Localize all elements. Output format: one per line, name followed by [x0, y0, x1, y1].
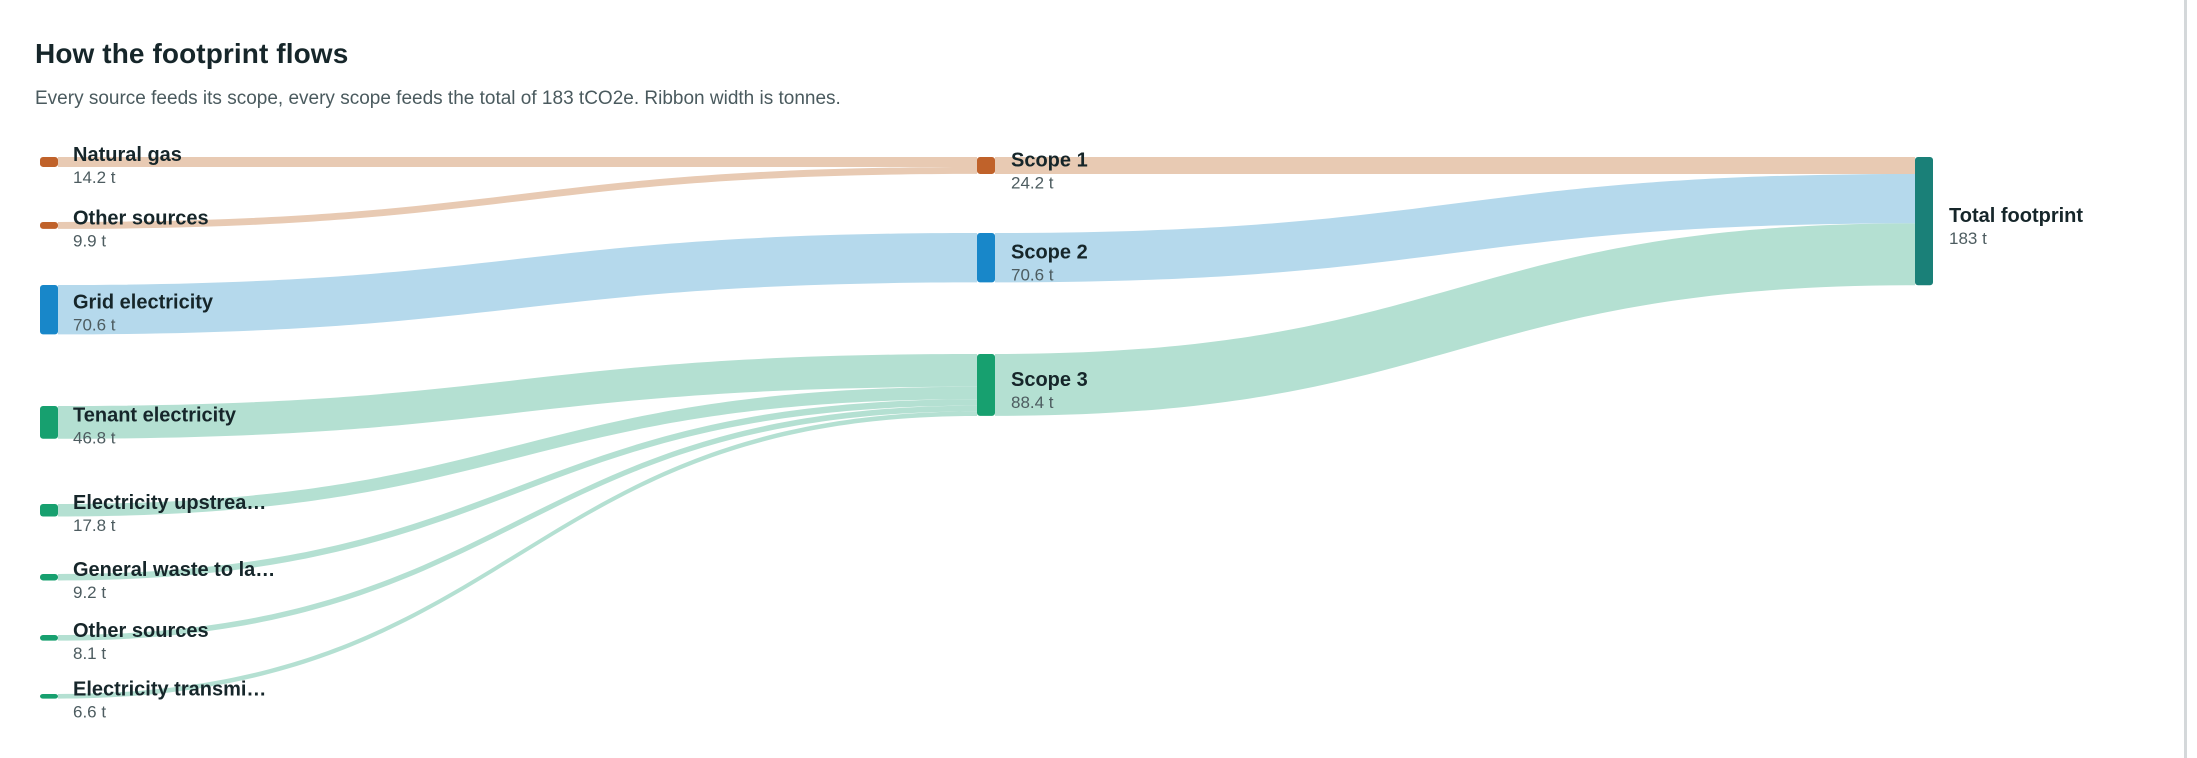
source-value-2: 70.6 t — [73, 316, 116, 335]
ribbon-source-2 — [58, 233, 977, 335]
source-label-1: Other sources — [73, 207, 209, 229]
ribbon-source-1 — [58, 166, 977, 229]
source-value-7: 6.6 t — [73, 702, 106, 721]
source-node-6[interactable] — [40, 635, 58, 641]
source-node-0[interactable] — [40, 157, 58, 167]
source-node-4[interactable] — [40, 504, 58, 517]
total-node[interactable] — [1915, 157, 1933, 286]
ribbon-source-7 — [58, 411, 977, 699]
ribbon-source-4 — [58, 386, 977, 517]
nodes — [40, 157, 1933, 699]
source-node-5[interactable] — [40, 574, 58, 581]
total-value: 183 t — [1949, 229, 1987, 248]
source-node-1[interactable] — [40, 222, 58, 229]
scope-value-s2: 70.6 t — [1011, 266, 1054, 285]
scope-node-s1[interactable] — [977, 157, 995, 174]
vertical-scrollbar[interactable] — [2184, 0, 2187, 758]
total-label: Total footprint — [1949, 205, 2083, 227]
scope-value-s3: 88.4 t — [1011, 393, 1054, 412]
source-label-4: Electricity upstrea… — [73, 492, 266, 514]
ribbon-scope-2 — [995, 223, 1915, 416]
ribbon-source-5 — [58, 399, 977, 581]
scope-node-s3[interactable] — [977, 354, 995, 416]
scope-value-s1: 24.2 t — [1011, 173, 1054, 192]
ribbon-scope-1 — [995, 173, 1915, 283]
ribbon-source-0 — [58, 157, 977, 167]
source-node-7[interactable] — [40, 694, 58, 699]
scope-label-s2: Scope 2 — [1011, 242, 1088, 264]
chart-subtitle: Every source feeds its scope, every scop… — [35, 88, 841, 109]
source-value-1: 9.9 t — [73, 231, 106, 250]
scope-label-s3: Scope 3 — [1011, 369, 1088, 391]
source-label-5: General waste to la… — [73, 559, 275, 581]
source-value-0: 14.2 t — [73, 168, 116, 187]
source-node-3[interactable] — [40, 406, 58, 439]
ribbon-scope-0 — [995, 157, 1915, 174]
source-label-3: Tenant electricity — [73, 404, 237, 426]
source-label-0: Natural gas — [73, 144, 182, 166]
source-value-3: 46.8 t — [73, 428, 116, 447]
source-value-6: 8.1 t — [73, 644, 106, 663]
source-label-6: Other sources — [73, 620, 209, 642]
source-node-2[interactable] — [40, 285, 58, 335]
source-value-4: 17.8 t — [73, 516, 116, 535]
scope-label-s1: Scope 1 — [1011, 149, 1088, 171]
chart-header: How the footprint flows Every source fee… — [35, 38, 841, 110]
scope-node-s2[interactable] — [977, 233, 995, 283]
ribbon-source-3 — [58, 354, 977, 439]
node-labels: Natural gas 14.2 t Other sources 9.9 t Grid … — [73, 144, 2083, 721]
source-label-2: Grid electricity — [73, 292, 214, 314]
source-value-5: 9.2 t — [73, 583, 106, 602]
chart-title: How the footprint flows — [35, 38, 349, 69]
source-label-7: Electricity transmi… — [73, 678, 266, 700]
ribbons — [58, 157, 1915, 699]
ribbon-source-6 — [58, 405, 977, 641]
